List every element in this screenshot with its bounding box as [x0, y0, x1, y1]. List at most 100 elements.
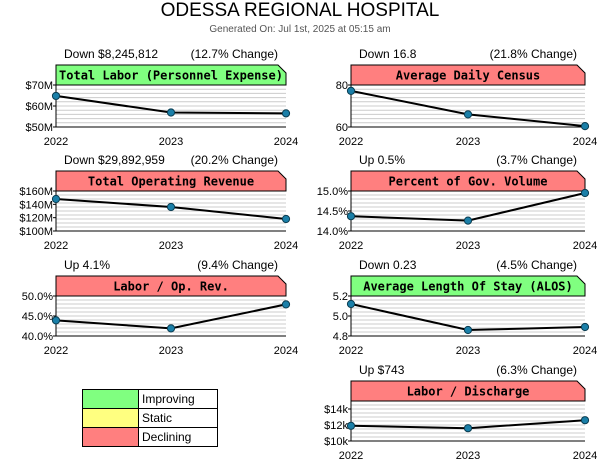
chart-x-tick-label: 2022 [339, 450, 363, 462]
chart-4: Up 0.5% (3.7% Change) Percent of Gov. Volu… [317, 153, 597, 252]
chart-title: Average Length Of Stay (ALOS) [363, 280, 573, 294]
chart-x-tick-label: 2024 [274, 136, 298, 148]
chart-y-tick-label: $10k [324, 436, 348, 448]
chart-y-tick-label: 80 [336, 80, 348, 92]
chart-change-amount: Up $743 [359, 363, 405, 377]
chart-data-point [166, 108, 176, 117]
chart-y-tick-label: 15.0% [317, 186, 348, 198]
chart-data-point [580, 416, 590, 425]
chart-data-point [166, 324, 176, 333]
chart-series-line [350, 89, 586, 128]
chart-title-banner [350, 275, 586, 297]
chart-change-amount: Up 4.1% [64, 258, 110, 272]
chart-x-tick-label: 2024 [573, 240, 597, 252]
chart-y-tick-label: 14.0% [317, 226, 348, 238]
chart-y-tick-label: 5.2 [333, 291, 348, 303]
chart-y-tick-label: 60 [336, 122, 348, 134]
chart-title: Percent of Gov. Volume [389, 175, 548, 189]
chart-data-point [281, 109, 291, 118]
generated-timestamp: Generated On: Jul 1st, 2025 at 05:15 am [209, 24, 391, 35]
chart-data-point [51, 194, 61, 204]
chart-data-point [463, 424, 473, 433]
chart-x-tick-label: 2022 [44, 345, 68, 357]
legend-label-declining: Declining [142, 430, 192, 444]
chart-data-point [580, 322, 590, 332]
chart-x-tick-label: 2023 [456, 450, 480, 462]
chart-data-point [463, 325, 473, 335]
chart-data-point [580, 188, 590, 198]
chart-x-tick-label: 2023 [159, 240, 183, 252]
legend-swatch-improving [83, 390, 139, 408]
chart-change-percent: (3.7% Change) [496, 153, 577, 167]
legend-label-improving: Improving [142, 392, 195, 406]
chart-data-point [51, 91, 61, 101]
chart-title-banner [55, 170, 287, 192]
chart-3: Down $29,892,959 (20.2% Change) Total Oper… [19, 153, 298, 252]
chart-title: Average Daily Census [396, 69, 541, 83]
chart-x-tick-label: 2024 [573, 345, 597, 357]
chart-2: Down 16.8 (21.8% Change) Average Daily Cen… [336, 47, 597, 148]
chart-data-point [346, 86, 356, 95]
chart-7: Up $743 (6.3% Change) Labor / Discharge $10… [324, 363, 597, 462]
chart-y-tick-label: $14k [324, 404, 348, 416]
chart-change-percent: (20.2% Change) [191, 153, 278, 167]
chart-x-tick-label: 2023 [456, 345, 480, 357]
chart-x-tick-label: 2023 [456, 240, 480, 252]
chart-y-tick-label: $100M [19, 226, 53, 238]
chart-title: Labor / Discharge [407, 385, 530, 399]
chart-data-point [346, 212, 356, 221]
chart-title: Total Operating Revenue [88, 175, 254, 189]
legend-row-improving: Improving [83, 390, 217, 409]
chart-x-tick-label: 2023 [159, 136, 183, 148]
chart-y-tick-label: 40.0% [22, 331, 53, 343]
chart-x-tick-label: 2024 [274, 345, 298, 357]
chart-data-point [580, 122, 590, 131]
chart-title-banner [55, 275, 287, 297]
chart-title: Labor / Op. Rev. [113, 280, 229, 294]
chart-x-tick-label: 2024 [274, 240, 298, 252]
chart-data-point [463, 216, 473, 225]
chart-data-point [346, 421, 356, 430]
chart-change-percent: (21.8% Change) [490, 47, 577, 61]
chart-y-tick-label: $12k [324, 420, 348, 432]
chart-y-tick-label: 4.8 [333, 331, 348, 343]
chart-change-percent: (6.3% Change) [496, 363, 577, 377]
chart-x-tick-label: 2023 [456, 136, 480, 148]
chart-change-amount: Down $29,892,959 [64, 153, 165, 167]
chart-y-tick-label: 50.0% [22, 291, 53, 303]
chart-title: Total Labor (Personnel Expense) [59, 69, 283, 83]
chart-x-tick-label: 2024 [573, 136, 597, 148]
chart-y-tick-label: 14.5% [317, 206, 348, 218]
chart-x-tick-label: 2022 [339, 136, 363, 148]
legend-swatch-declining [83, 428, 139, 446]
legend-row-declining: Declining [83, 428, 217, 446]
chart-x-tick-label: 2022 [44, 136, 68, 148]
chart-change-amount: Up 0.5% [359, 153, 405, 167]
chart-data-point [346, 299, 356, 309]
chart-title-banner [55, 64, 287, 86]
chart-change-amount: Down 16.8 [359, 47, 417, 61]
chart-5: Up 4.1% (9.4% Change) Labor / Op. Rev. 40.0… [22, 258, 298, 357]
legend: Improving Static Declining [82, 389, 218, 447]
chart-x-tick-label: 2023 [159, 345, 183, 357]
chart-y-tick-label: $60M [25, 101, 53, 113]
chart-y-tick-label: $50M [25, 122, 53, 134]
chart-title-banner [350, 380, 586, 402]
chart-change-amount: Down $8,245,812 [64, 47, 158, 61]
chart-y-tick-label: $120M [19, 213, 53, 225]
chart-x-tick-label: 2022 [44, 240, 68, 252]
chart-x-tick-label: 2022 [339, 345, 363, 357]
legend-swatch-static [83, 409, 139, 427]
chart-6: Down 0.23 (4.5% Change) Average Length Of … [333, 258, 598, 357]
chart-y-tick-label: $140M [19, 199, 53, 211]
chart-y-tick-label: $160M [19, 186, 53, 198]
chart-x-tick-label: 2022 [339, 240, 363, 252]
chart-title-banner [350, 170, 586, 192]
chart-y-tick-label: $70M [25, 80, 53, 92]
chart-data-point [51, 316, 61, 325]
chart-data-point [281, 214, 291, 224]
legend-label-static: Static [142, 411, 173, 425]
chart-change-percent: (12.7% Change) [191, 47, 278, 61]
chart-data-point [281, 300, 291, 309]
chart-y-tick-label: 45.0% [22, 311, 53, 323]
